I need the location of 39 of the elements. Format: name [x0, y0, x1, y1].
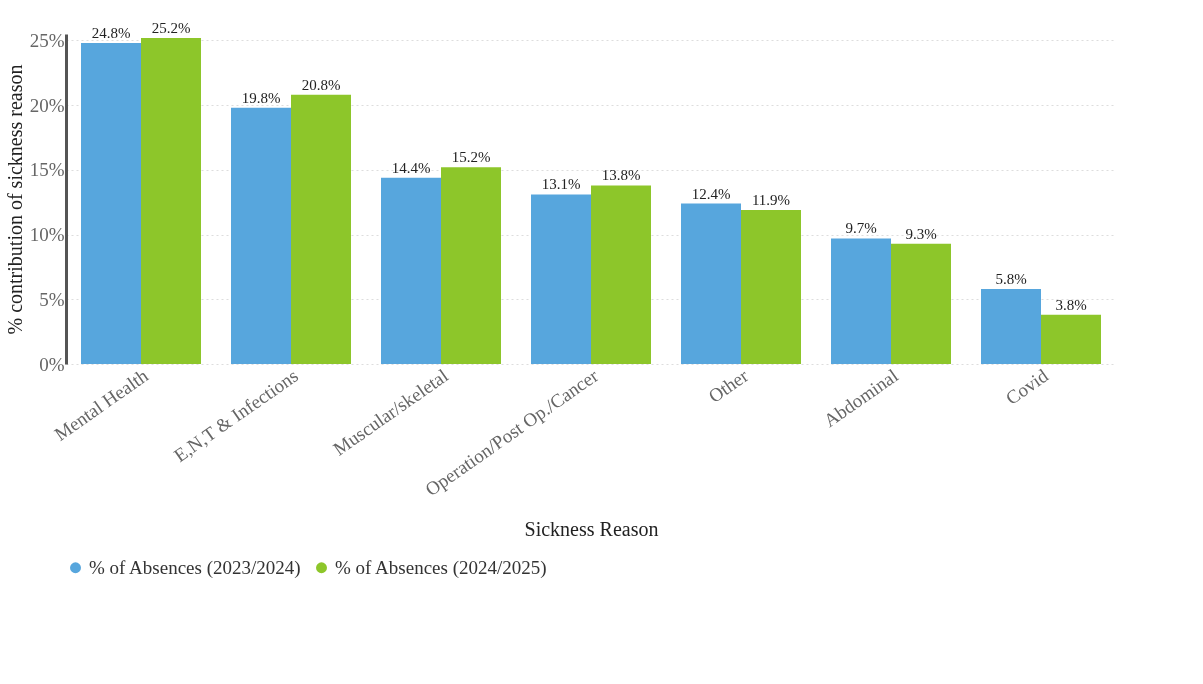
- data-label: 25.2%: [151, 19, 191, 36]
- data-label: 20.8%: [301, 76, 341, 93]
- y-tick-label: 15%: [29, 159, 65, 181]
- bar: [141, 37, 201, 364]
- bar: [831, 238, 891, 364]
- bar: [981, 288, 1041, 364]
- data-label: 3.8%: [1055, 296, 1087, 313]
- bar: [741, 210, 801, 364]
- data-label: 15.2%: [451, 149, 491, 166]
- x-axis-title: Sickness Reason: [524, 518, 659, 541]
- bar: [231, 107, 291, 364]
- y-tick-label: 5%: [39, 288, 65, 310]
- data-label: 11.9%: [751, 192, 791, 208]
- data-label: 24.8%: [91, 25, 131, 42]
- bar: [381, 177, 441, 364]
- x-tick-label: Other: [704, 364, 753, 407]
- data-label: 14.4%: [391, 159, 431, 176]
- y-axis-title: % contribution of sickness reason: [3, 64, 26, 335]
- data-label: 5.8%: [995, 270, 1027, 287]
- bar: [1041, 314, 1101, 364]
- data-label: 12.4%: [691, 185, 731, 202]
- bar: [891, 243, 951, 364]
- y-tick-label: 0%: [39, 353, 65, 375]
- data-label: 13.8%: [601, 167, 641, 184]
- data-label: 19.8%: [241, 89, 281, 106]
- bar: [591, 185, 651, 364]
- bar: [81, 43, 141, 364]
- bar: [531, 194, 591, 364]
- data-label: 13.1%: [541, 176, 581, 193]
- legend-label: % of Absences (2024/2025): [335, 556, 547, 579]
- bar: [681, 203, 741, 364]
- y-tick-label: 20%: [29, 94, 65, 116]
- data-label: 9.3%: [905, 225, 937, 242]
- legend-label: % of Absences (2023/2024): [89, 556, 301, 579]
- data-label: 9.7%: [845, 220, 877, 237]
- bar: [441, 167, 501, 364]
- y-tick-label: 25%: [29, 29, 65, 51]
- y-tick-label: 10%: [29, 224, 65, 246]
- bar: [291, 94, 351, 364]
